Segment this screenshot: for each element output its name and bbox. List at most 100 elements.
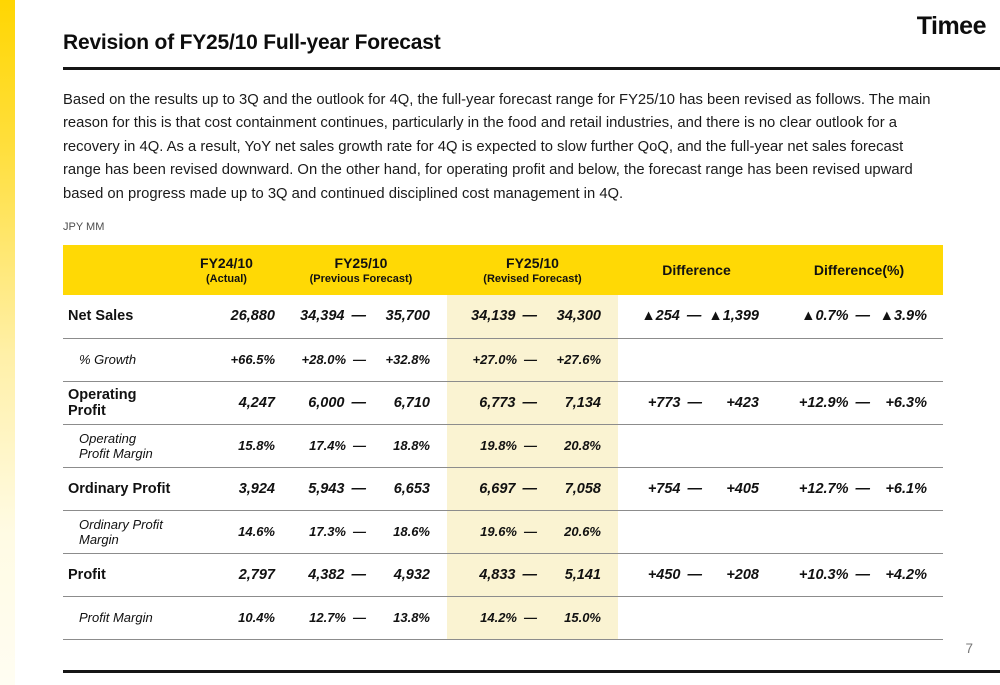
range-dash: — bbox=[353, 438, 366, 453]
col-header-previous-title: FY25/10 bbox=[334, 255, 388, 271]
range-high: ▲3.9% bbox=[879, 308, 927, 325]
range-high: 4,932 bbox=[393, 566, 430, 583]
range-high: 20.8% bbox=[564, 438, 601, 453]
table-row-net-sales: Net Sales 26,880 34,394—35,700 34,139—34… bbox=[63, 295, 943, 339]
row-label: Operating Profit Margin bbox=[63, 424, 178, 468]
range-high: +423 bbox=[726, 394, 759, 411]
range-dash: — bbox=[351, 566, 367, 583]
range-dash: — bbox=[522, 394, 538, 411]
row-label: Ordinary Profit Margin bbox=[63, 510, 178, 554]
cell-actual: 4,247 bbox=[178, 381, 275, 425]
row-label: Profit bbox=[63, 553, 178, 597]
cell-previous-forecast: 4,382 — 4,932 bbox=[275, 553, 447, 597]
cell-difference-pct-empty bbox=[775, 596, 943, 640]
range-dash: — bbox=[687, 480, 703, 497]
range-dash: — bbox=[353, 610, 366, 625]
col-header-difference-pct: Difference(%) bbox=[775, 245, 943, 295]
col-header-difference: Difference bbox=[618, 245, 775, 295]
cell-previous-forecast: 12.7% — 13.8% bbox=[275, 596, 447, 640]
unit-label: JPY MM bbox=[63, 221, 105, 233]
cell-difference-pct: +10.3% — +4.2% bbox=[775, 553, 943, 597]
cell-difference-pct: +12.7% — +6.1% bbox=[775, 467, 943, 511]
range-high: 15.0% bbox=[564, 610, 601, 625]
cell-difference-pct-empty bbox=[775, 510, 943, 554]
table-row-growth: % Growth +66.5% +28.0% — +32.8% +27.0% — +27… bbox=[63, 338, 943, 382]
cell-difference-pct: ▲0.7% — ▲3.9% bbox=[775, 295, 943, 339]
range-high: 18.6% bbox=[393, 524, 430, 539]
range-low: 6,697 bbox=[479, 480, 516, 497]
cell-difference-empty bbox=[618, 510, 775, 554]
col-header-empty bbox=[63, 245, 178, 295]
range-dash: — bbox=[522, 308, 538, 325]
cell-actual: 3,924 bbox=[178, 467, 275, 511]
cell-actual: +66.5% bbox=[178, 338, 275, 382]
col-header-fy24-subtitle: (Actual) bbox=[206, 273, 247, 285]
row-label: Net Sales bbox=[63, 295, 178, 339]
range-high: +4.2% bbox=[885, 566, 927, 583]
page-number: 7 bbox=[965, 641, 973, 656]
range-high: 35,700 bbox=[385, 308, 430, 325]
range-low: +28.0% bbox=[301, 352, 346, 367]
range-dash: — bbox=[353, 352, 366, 367]
range-low: +27.0% bbox=[472, 352, 517, 367]
range-dash: — bbox=[687, 394, 703, 411]
table-row-ordinary-profit-margin: Ordinary Profit Margin 14.6% 17.3% — 18.6%… bbox=[63, 510, 943, 554]
cell-revised-forecast: 34,139 — 34,300 bbox=[447, 295, 618, 339]
range-dash: — bbox=[351, 394, 367, 411]
range-high: +405 bbox=[726, 480, 759, 497]
range-high: 13.8% bbox=[393, 610, 430, 625]
cell-previous-forecast: +28.0% — +32.8% bbox=[275, 338, 447, 382]
cell-revised-forecast: 6,773 — 7,134 bbox=[447, 381, 618, 425]
cell-difference-pct-empty bbox=[775, 338, 943, 382]
range-low: +450 bbox=[647, 566, 681, 583]
range-high: 7,134 bbox=[564, 394, 601, 411]
range-low: 34,394 bbox=[300, 308, 345, 325]
row-label: Profit Margin bbox=[63, 596, 178, 640]
cell-actual: 15.8% bbox=[178, 424, 275, 468]
cell-actual: 2,797 bbox=[178, 553, 275, 597]
range-dash: — bbox=[687, 566, 703, 583]
table-row-ordinary-profit: Ordinary Profit 3,924 5,943 — 6,653 6,697 —… bbox=[63, 467, 943, 511]
range-dash: — bbox=[524, 610, 537, 625]
table-row-operating-profit-margin: Operating Profit Margin 15.8% 17.4% — 18.8… bbox=[63, 424, 943, 468]
range-high: +208 bbox=[726, 566, 759, 583]
page-title: Revision of FY25/10 Full-year Forecast bbox=[63, 31, 441, 54]
table-row-profit-margin: Profit Margin 10.4% 12.7% — 13.8% 14.2% — 15… bbox=[63, 596, 943, 640]
range-low: 4,833 bbox=[479, 566, 516, 583]
range-low: 14.2% bbox=[480, 610, 517, 625]
cell-revised-forecast: 4,833 — 5,141 bbox=[447, 553, 618, 597]
cell-actual: 14.6% bbox=[178, 510, 275, 554]
cell-revised-forecast: +27.0% — +27.6% bbox=[447, 338, 618, 382]
cell-difference: +754 — +405 bbox=[618, 467, 775, 511]
range-dash: — bbox=[855, 480, 871, 497]
range-low: +12.7% bbox=[798, 480, 849, 497]
range-low: ▲254 bbox=[641, 308, 680, 325]
range-dash: — bbox=[855, 308, 871, 325]
range-high: +32.8% bbox=[385, 352, 430, 367]
range-low: 5,943 bbox=[308, 480, 345, 497]
title-divider bbox=[63, 67, 1000, 70]
bottom-divider bbox=[63, 670, 1000, 673]
cell-actual: 10.4% bbox=[178, 596, 275, 640]
range-low: 17.3% bbox=[309, 524, 346, 539]
range-low: +12.9% bbox=[798, 394, 849, 411]
cell-revised-forecast: 6,697 — 7,058 bbox=[447, 467, 618, 511]
cell-revised-forecast: 19.6% — 20.6% bbox=[447, 510, 618, 554]
row-label: Operating Profit bbox=[63, 381, 178, 425]
cell-difference: +773 — +423 bbox=[618, 381, 775, 425]
cell-difference-pct: +12.9% — +6.3% bbox=[775, 381, 943, 425]
range-high: +6.3% bbox=[885, 394, 927, 411]
range-low: 19.6% bbox=[480, 524, 517, 539]
range-low: +10.3% bbox=[798, 566, 849, 583]
range-high: +27.6% bbox=[556, 352, 601, 367]
col-header-revised-forecast: FY25/10 (Revised Forecast) bbox=[447, 245, 618, 295]
range-low: +773 bbox=[647, 394, 681, 411]
range-dash: — bbox=[855, 394, 871, 411]
table-row-profit: Profit 2,797 4,382 — 4,932 4,833 — 5,141 +45… bbox=[63, 553, 943, 597]
range-dash: — bbox=[524, 524, 537, 539]
range-dash: — bbox=[353, 524, 366, 539]
left-accent-strip bbox=[0, 0, 15, 685]
cell-difference: ▲254 — ▲1,399 bbox=[618, 295, 775, 339]
table-header: FY24/10 (Actual) FY25/10 (Previous Forec… bbox=[63, 245, 943, 295]
col-header-revised-title: FY25/10 bbox=[506, 255, 559, 271]
